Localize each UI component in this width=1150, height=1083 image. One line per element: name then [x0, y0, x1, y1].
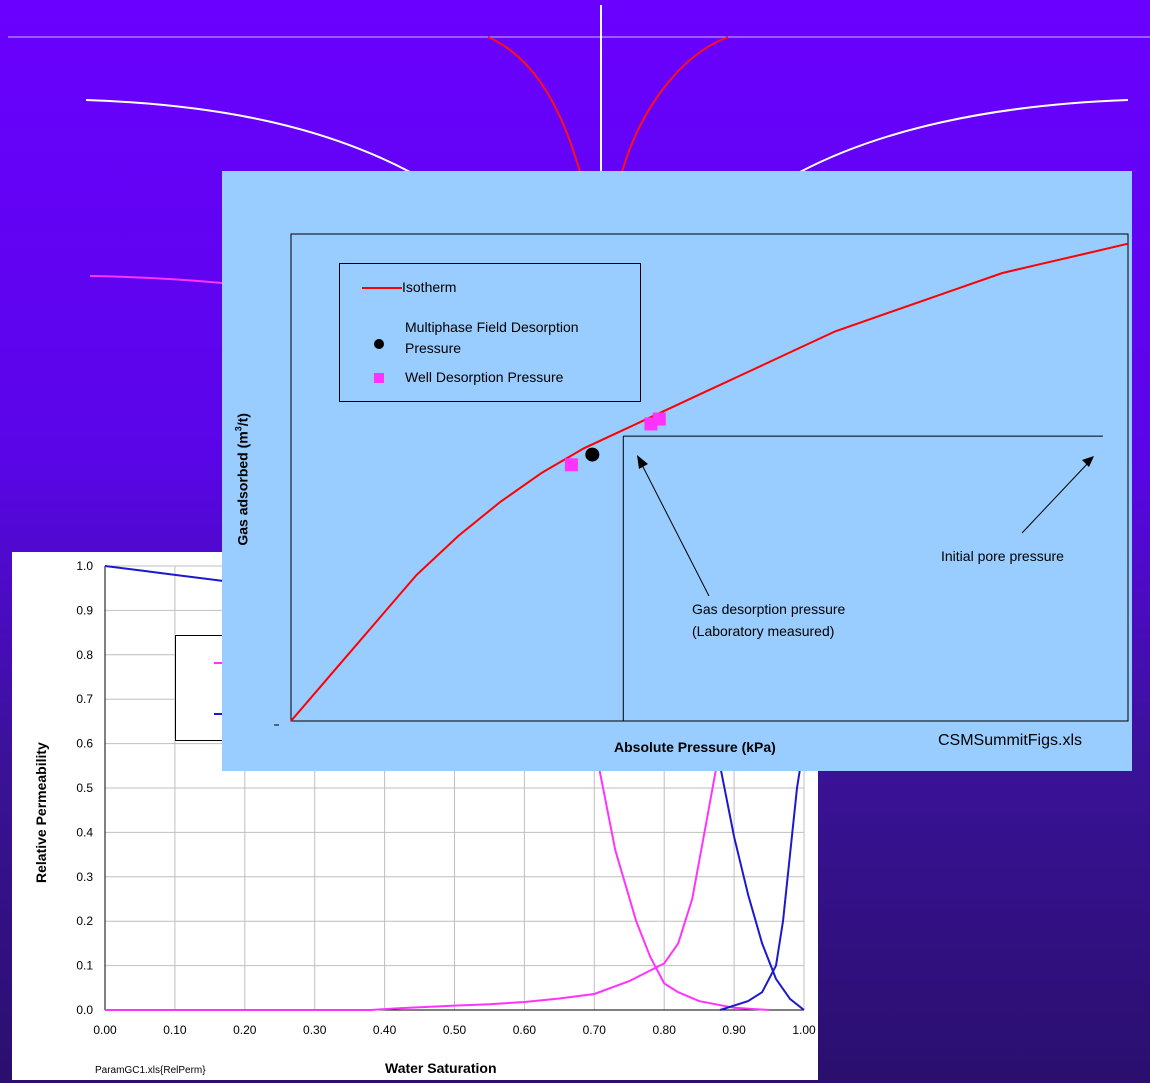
relperm-y-tick-label: 0.0: [76, 1003, 93, 1017]
isotherm-curve-line: [290, 242, 1129, 722]
relperm-y-tick-label: 0.3: [76, 870, 93, 884]
relperm-y-tick-label: 0.9: [76, 603, 93, 617]
relperm-x-tick-label: 0.70: [583, 1023, 607, 1037]
legend-field-dot: [374, 339, 384, 349]
relperm-x-axis-title: Water Saturation: [385, 1060, 497, 1076]
annotation-desorption-line1: Gas desorption pressure: [692, 601, 846, 617]
legend-well-square: [374, 373, 384, 383]
bg-red-curve-left: [487, 36, 581, 173]
relperm-y-axis-title: Relative Permeability: [33, 742, 49, 883]
well-desorption-point: [652, 412, 666, 426]
relperm-y-tick-label: 0.8: [76, 648, 93, 662]
relperm-x-tick-label: 0.40: [373, 1023, 397, 1037]
isotherm-x-axis-title: Absolute Pressure (kPa): [614, 739, 776, 755]
isotherm-chart-svg: [274, 233, 1129, 726]
relperm-x-tick-label: 1.00: [792, 1023, 816, 1037]
relperm-source-note: ParamGC1.xls{RelPerm}: [95, 1065, 206, 1076]
isotherm-legend: Isotherm Multiphase Field Desorption Pre…: [339, 263, 641, 402]
relperm-y-tick-label: 0.7: [76, 692, 93, 706]
relperm-x-tick-label: 0.90: [722, 1023, 746, 1037]
relperm-y-tick-label: 0.5: [76, 781, 93, 795]
isotherm-y-axis-title-main: Gas adsorbed (m: [234, 431, 251, 546]
relperm-x-tick-label: 0.10: [163, 1023, 187, 1037]
arrow-desorption-head: [637, 455, 648, 469]
relperm-series-line: [719, 765, 805, 1011]
isotherm-y-axis-title: Gas adsorbed (m3/t): [234, 399, 251, 559]
relperm-x-tick-label: 0.80: [653, 1023, 677, 1037]
isotherm-y-axis-title-end: /t): [234, 413, 251, 427]
isotherm-source-note: CSMSummitFigs.xls: [938, 732, 1083, 749]
legend-field-label-line2: Pressure: [405, 340, 462, 356]
arrow-desorption-shaft: [639, 460, 710, 597]
field-desorption-point: [585, 447, 600, 462]
relperm-x-tick-label: 0.50: [443, 1023, 467, 1037]
isotherm-chart-panel: Isotherm Multiphase Field Desorption Pre…: [222, 171, 1132, 771]
bg-white-curve-left: [85, 99, 411, 173]
legend-field-label-line1: Multiphase Field Desorption: [405, 319, 579, 335]
bg-red-curve-right: [621, 36, 729, 173]
relperm-series-line: [719, 743, 805, 1011]
relperm-y-tick-label: 0.4: [76, 825, 93, 839]
well-desorption-point: [564, 458, 578, 472]
relperm-y-tick-label: 0.2: [76, 914, 93, 928]
relperm-x-tick-label: 0.00: [93, 1023, 117, 1037]
relperm-y-tick-label: 0.1: [76, 959, 93, 973]
legend-isotherm-line: [362, 287, 402, 289]
annotation-initial-pressure: Initial pore pressure: [941, 548, 1064, 564]
relperm-y-tick-label: 0.6: [76, 737, 93, 751]
relperm-series-line: [105, 765, 718, 1011]
relperm-x-tick-label: 0.20: [233, 1023, 257, 1037]
legend-well-label: Well Desorption Pressure: [405, 369, 564, 385]
isotherm-plot-frame: [290, 233, 1129, 722]
relperm-x-tick-label: 0.30: [303, 1023, 327, 1037]
isotherm-y-axis-title-sup: 3: [233, 426, 244, 432]
annotation-desorption-line2: (Laboratory measured): [692, 623, 835, 639]
arrow-initial-head: [1082, 456, 1094, 467]
relperm-x-tick-label: 0.60: [513, 1023, 537, 1037]
relperm-series-line: [104, 565, 245, 585]
arrow-initial-shaft: [1021, 461, 1090, 534]
bg-white-curve-right: [799, 99, 1129, 173]
relperm-series-line: [593, 743, 770, 1011]
bg-magenta-curve: [89, 275, 223, 284]
legend-isotherm-label: Isotherm: [402, 279, 457, 295]
relperm-y-tick-label: 1.0: [76, 559, 93, 573]
